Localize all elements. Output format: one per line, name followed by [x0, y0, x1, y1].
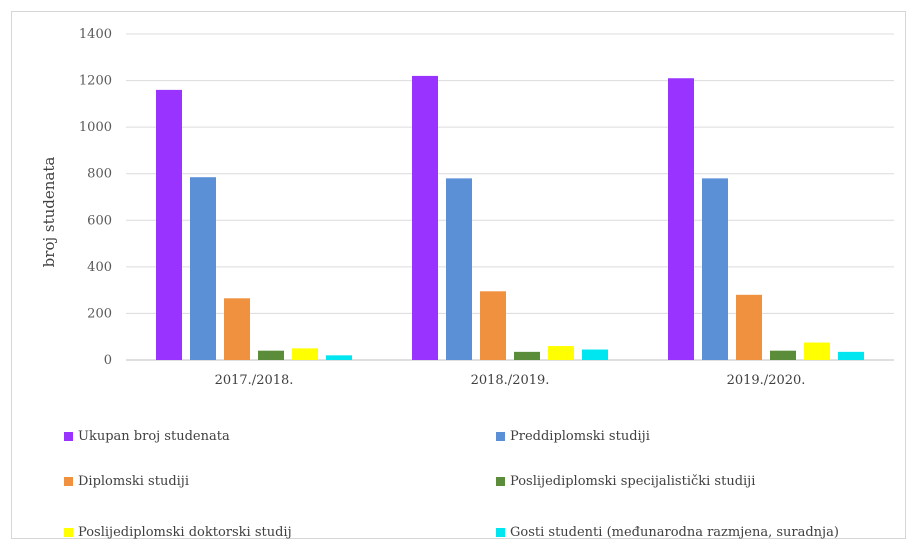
legend-swatch: [64, 432, 73, 441]
bar: [514, 351, 540, 360]
category-label: 2019./2020.: [727, 373, 806, 388]
legend-item: Poslijediplomski specijalistički studiji: [496, 474, 755, 489]
chart-frame: 0 200 400 600 800 1000 1200 1400 2017./2018. 201…: [11, 11, 906, 540]
legend-label: Gosti studenti (međunarodna razmjena, su…: [510, 525, 839, 540]
legend-item: Gosti studenti (međunarodna razmjena, su…: [496, 525, 839, 540]
legend-swatch: [64, 477, 73, 486]
y-axis-label: broj studenata: [40, 157, 58, 268]
category-labels: 2017./2018. 2018./2019. 2019./2020.: [215, 373, 806, 388]
y-tick-label: 1000: [79, 120, 112, 135]
legend-label: Poslijediplomski doktorski studij: [78, 525, 292, 540]
bar: [446, 178, 472, 360]
bar: [770, 350, 796, 360]
legend-label: Ukupan broj studenata: [78, 429, 230, 444]
legend-label: Preddiplomski studiji: [510, 429, 650, 444]
y-tick-label: 1200: [79, 74, 112, 89]
bar: [582, 349, 608, 360]
bar: [224, 298, 250, 360]
legend-swatch: [64, 528, 73, 537]
category-label: 2017./2018.: [215, 373, 294, 388]
y-tick-label: 1400: [79, 27, 112, 42]
legend: Ukupan broj studenata Preddiplomski studi…: [12, 417, 905, 540]
y-tick-labels: 0 200 400 600 800 1000 1200 1400: [79, 27, 112, 368]
y-tick-label: 600: [87, 213, 112, 228]
legend-swatch: [496, 432, 505, 441]
bar: [480, 291, 506, 360]
bar: [838, 351, 864, 360]
y-tick-label: 400: [87, 260, 112, 275]
y-tick-label: 200: [87, 306, 112, 321]
bar: [292, 348, 318, 360]
legend-item: Preddiplomski studiji: [496, 429, 650, 444]
bars: [156, 75, 864, 360]
bar: [156, 89, 182, 360]
bar: [702, 178, 728, 360]
bar: [736, 294, 762, 360]
bar: [190, 177, 216, 360]
bar: [412, 75, 438, 360]
legend-item: Diplomski studiji: [64, 474, 189, 489]
legend-item: Ukupan broj studenata: [64, 429, 230, 444]
bar: [258, 350, 284, 360]
legend-label: Poslijediplomski specijalistički studiji: [510, 474, 756, 489]
bar: [668, 78, 694, 360]
legend-swatch: [496, 477, 505, 486]
bar: [326, 355, 352, 360]
legend-label: Diplomski studiji: [78, 474, 189, 489]
legend-swatch: [496, 528, 505, 537]
bar: [548, 346, 574, 360]
bar: [804, 342, 830, 360]
y-tick-label: 800: [87, 167, 112, 182]
gridlines: [126, 33, 894, 361]
category-label: 2018./2019.: [471, 373, 550, 388]
y-tick-label: 0: [104, 353, 112, 368]
legend-item: Poslijediplomski doktorski studij: [64, 525, 292, 540]
